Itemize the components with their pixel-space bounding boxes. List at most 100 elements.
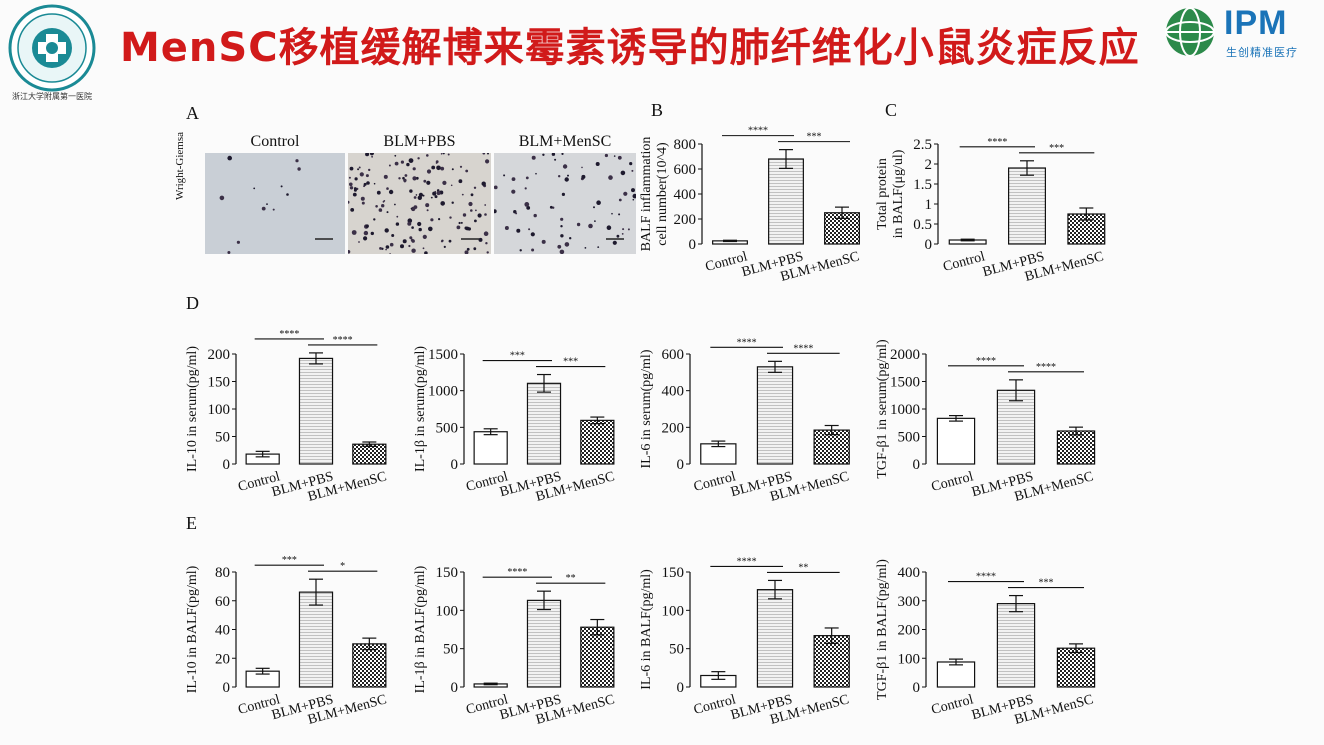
- stained-cell: [404, 174, 408, 177]
- stained-cell: [581, 174, 586, 179]
- stained-cell: [407, 218, 413, 223]
- stained-cell: [434, 190, 437, 193]
- stained-cell: [541, 239, 546, 244]
- bar: [473, 431, 508, 465]
- y-axis-label: TGF-β1 in serum(pg/ml): [875, 339, 890, 479]
- bar: [756, 589, 794, 688]
- y-axis-label: IL-10 in BALF(pg/ml): [185, 565, 200, 693]
- stained-cell: [363, 230, 369, 236]
- ipm-logo-subtitle: 生创精准医疗: [1226, 46, 1298, 59]
- stained-cell: [470, 193, 474, 197]
- significance-label: ****: [737, 337, 757, 348]
- significance-label: ****: [987, 137, 1007, 148]
- stained-cell: [613, 155, 616, 157]
- stained-cell: [564, 177, 569, 182]
- stained-cell: [375, 205, 378, 208]
- significance-label: *: [340, 561, 345, 572]
- y-tick-label: 50: [215, 430, 230, 446]
- y-tick-label: 60: [215, 594, 230, 610]
- bar: [936, 661, 976, 688]
- stained-cell: [394, 154, 397, 157]
- bar: [1008, 167, 1046, 245]
- stained-cell: [400, 244, 404, 249]
- stained-cell: [386, 211, 389, 214]
- stained-cell: [349, 166, 354, 171]
- stained-cell: [385, 245, 390, 249]
- stained-cell: [412, 167, 416, 171]
- y-tick-label: 0: [223, 680, 231, 696]
- stained-cell: [486, 251, 489, 254]
- y-tick-label: 100: [898, 651, 921, 667]
- significance-label: ****: [976, 356, 996, 367]
- significance-label: **: [798, 562, 808, 573]
- stained-cell: [440, 201, 445, 206]
- stained-cell: [595, 162, 600, 166]
- y-axis-label: IL-1β in BALF(pg/ml): [413, 565, 428, 693]
- stained-cell: [402, 239, 407, 244]
- stained-cell: [442, 180, 447, 185]
- micrograph-background: [494, 153, 636, 254]
- stained-cell: [349, 182, 353, 187]
- stained-cell: [616, 234, 620, 238]
- bar: [580, 419, 615, 465]
- stained-cell: [551, 153, 556, 156]
- stained-cell: [365, 153, 370, 157]
- stained-cell: [466, 247, 470, 251]
- stained-cell: [458, 221, 461, 225]
- stained-cell: [531, 155, 536, 160]
- stained-cell: [426, 209, 429, 212]
- stained-cell: [363, 236, 368, 241]
- significance-label: ****: [1036, 362, 1056, 373]
- stained-cell: [487, 153, 489, 155]
- stained-cell: [631, 188, 635, 193]
- stained-cell: [388, 189, 394, 195]
- y-axis-label: IL-1β in serum(pg/ml): [413, 346, 428, 472]
- stained-cell: [448, 239, 452, 243]
- stained-cell: [531, 248, 535, 252]
- stained-cell: [458, 179, 463, 184]
- stained-cell: [272, 208, 275, 211]
- stained-cell: [373, 182, 376, 185]
- y-tick-label: 80: [215, 565, 230, 581]
- y-tick-label: 500: [898, 430, 921, 446]
- stained-cell: [359, 172, 364, 177]
- hospital-logo: [8, 4, 96, 92]
- stained-cell: [594, 220, 596, 222]
- stained-cell: [526, 206, 531, 210]
- y-tick-label: 0: [913, 457, 921, 473]
- stained-cell: [564, 242, 570, 247]
- stained-cell: [410, 207, 413, 210]
- stained-cell: [413, 196, 417, 199]
- bar: [352, 643, 387, 688]
- stained-cell: [403, 178, 407, 183]
- y-tick-label: 800: [674, 137, 697, 153]
- stained-cell: [621, 233, 624, 235]
- micrograph-label-blm-pbs: BLM+PBS: [383, 133, 456, 150]
- stained-cell: [402, 176, 405, 180]
- stained-cell: [528, 228, 531, 231]
- stained-cell: [451, 168, 454, 171]
- chart-tgfb1-balf: 0 100 200 300 400 TGF-β1 in BALF(pg/ml) Contro…: [875, 559, 1096, 728]
- stained-cell: [396, 215, 399, 218]
- micrograph-control: [205, 153, 345, 254]
- stained-cell: [348, 176, 351, 179]
- y-tick-label: 300: [898, 594, 921, 610]
- stained-cell: [381, 204, 385, 208]
- y-tick-label: 0: [451, 457, 459, 473]
- stained-cell: [389, 242, 394, 247]
- bar: [1056, 647, 1096, 688]
- stained-cell: [535, 172, 537, 175]
- stained-cell: [286, 193, 289, 196]
- stained-cell: [418, 192, 423, 197]
- y-tick-label: 50: [443, 642, 458, 658]
- stained-cell: [559, 249, 565, 254]
- stained-cell: [443, 245, 446, 248]
- stained-cell: [417, 157, 420, 160]
- y-tick-label: 0: [689, 237, 697, 253]
- bar: [352, 443, 387, 465]
- y-tick-label: 1.5: [913, 177, 932, 193]
- stained-cell: [622, 228, 625, 231]
- slide-title: MenSC移植缓解博来霉素诱导的肺纤维化小鼠炎症反应: [120, 25, 1140, 71]
